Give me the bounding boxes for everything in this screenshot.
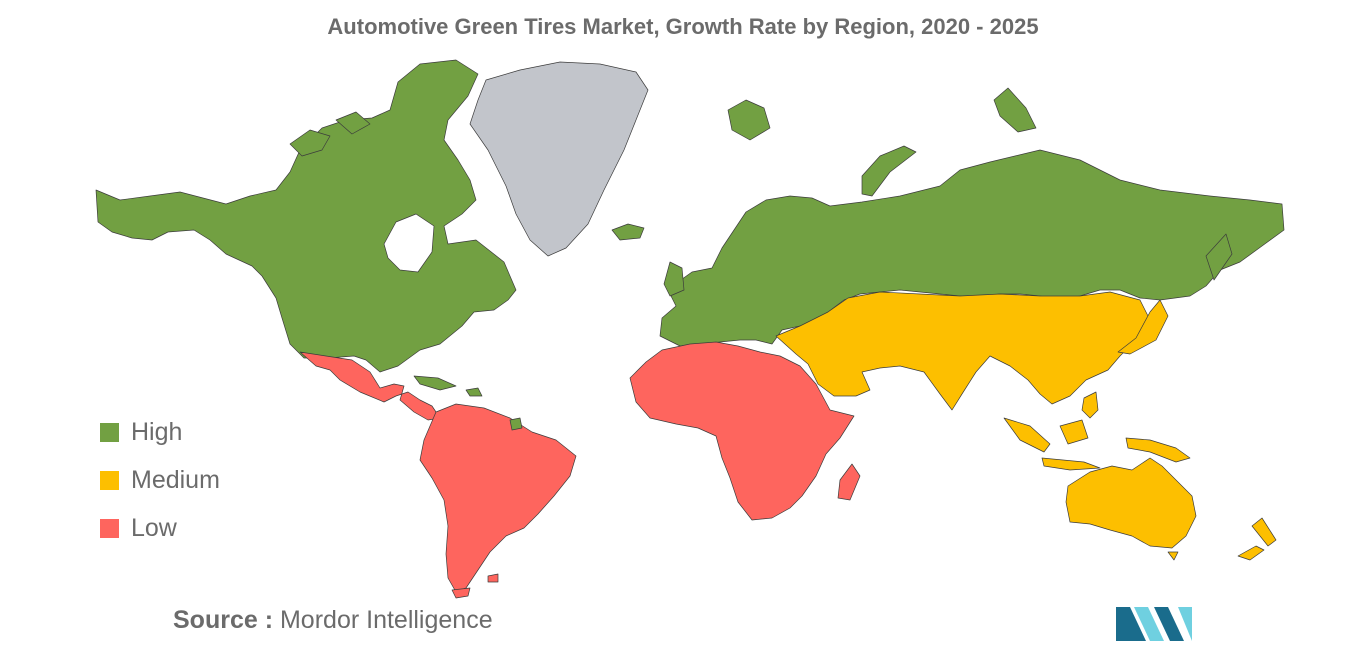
legend-item-medium: Medium	[100, 456, 220, 504]
legend-item-high: High	[100, 408, 220, 456]
legend-label-high: High	[131, 417, 183, 446]
map-legend: High Medium Low	[100, 408, 220, 552]
region-australia[interactable]	[1065, 457, 1197, 549]
region-africa[interactable]	[629, 341, 855, 521]
source-text: Mordor Intelligence	[279, 606, 493, 634]
mordor-intelligence-logo	[1116, 607, 1192, 641]
source-note: Source : Mordor Intelligence	[173, 606, 493, 635]
region-north-america[interactable]	[95, 59, 517, 373]
legend-label-medium: Medium	[131, 465, 220, 494]
region-greenland[interactable]	[469, 61, 649, 257]
legend-label-low: Low	[131, 513, 177, 542]
region-asia-middle-east[interactable]	[775, 291, 1151, 411]
region-south-america[interactable]	[419, 403, 577, 593]
source-prefix: Source :	[173, 606, 274, 634]
legend-swatch-low	[100, 518, 119, 538]
chart-title: Automotive Green Tires Market, Growth Ra…	[327, 14, 1039, 39]
legend-swatch-high	[100, 422, 119, 442]
legend-swatch-medium	[100, 470, 119, 490]
legend-item-low: Low	[100, 504, 220, 552]
